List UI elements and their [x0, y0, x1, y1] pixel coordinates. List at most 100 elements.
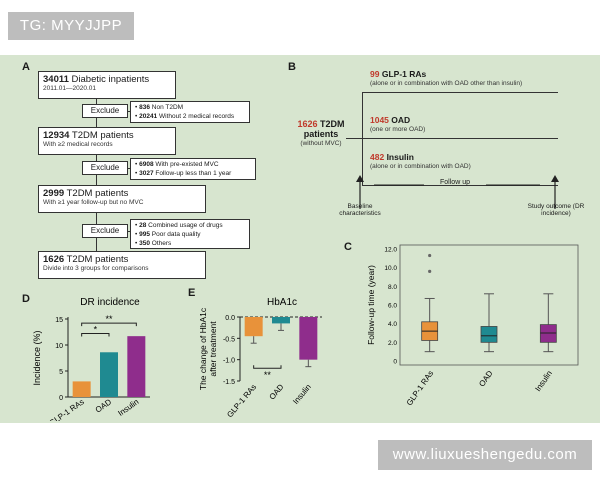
figure: A 34011 Diabetic inpatients 2011.01—2020… — [0, 55, 600, 423]
b-source-sub: (without MVC) — [300, 139, 342, 147]
b-group-2-sub: (one or more OAD) — [370, 125, 426, 133]
flow-box-3-count: 2999 — [43, 188, 65, 199]
b-branch-2 — [362, 138, 558, 139]
chart-e-ytick-label: -1.5 — [223, 379, 235, 386]
chart-c-ytick-label: 2.0 — [388, 340, 397, 347]
chart-d-sig-bracket — [81, 333, 110, 337]
chart-c-box — [480, 326, 498, 343]
chart-e-ylabel-line1: The change of HbA1c — [198, 307, 208, 390]
b-followup-label: Follow up — [440, 179, 470, 186]
excl-1-2-text: Without 2 medical records — [158, 112, 235, 120]
flow-box-1-sub: 2011.01—2020.01 — [43, 85, 97, 93]
watermark-bottom: www.liuxueshengedu.com — [378, 440, 592, 470]
flow-box-2-title: T2DM patients — [71, 130, 134, 141]
b-group-3-sub: (alone or in combination with OAD) — [370, 162, 471, 170]
chart-e-ytick-label: -0.5 — [223, 336, 235, 343]
flow-box-3-title: T2DM patients — [66, 188, 129, 199]
chart-c-frame — [399, 244, 579, 366]
b-source-title2: patients — [303, 129, 339, 140]
excl-3-3-text: Others — [151, 239, 172, 247]
b-group-1: 99 GLP-1 RAs (alone or in combination wi… — [370, 69, 522, 87]
flow-box-3-sub: With ≥1 year follow-up but no MVC — [43, 199, 144, 207]
chart-d-ytick-label: 15 — [55, 317, 63, 324]
chart-d-xtick-label: GLP-1 RAs — [48, 397, 86, 421]
chart-e-ylabel-line2: after treatment — [208, 321, 218, 377]
chart-d-xtick-label: Insulin — [116, 397, 140, 418]
chart-d-sig-bracket — [81, 322, 137, 327]
excl-2-1-n: 6908 — [139, 161, 154, 168]
chart-d-title: DR incidence — [80, 297, 140, 308]
chart-c-ytick-label: 12.0 — [384, 247, 397, 254]
flow-box-3: 2999 T2DM patients With ≥1 year follow-u… — [38, 185, 206, 213]
flow-box-4-sub: Divide into 3 groups for comparisons — [43, 265, 149, 273]
panel-b-source: 1626 T2DM patients (without MVC) — [286, 119, 356, 147]
b-baseline-label: Baseline characteristics — [339, 203, 381, 218]
flow-box-1-count: 34011 — [43, 74, 69, 85]
chart-d-ylabel: Incidence (%) — [32, 330, 42, 385]
chart-e-bar — [272, 317, 290, 324]
b-group-3: 482 Insulin (alone or in combination wit… — [370, 152, 471, 170]
excl-2-2-text: Follow-up less than 1 year — [155, 169, 232, 177]
b-outcome-arrowhead — [551, 175, 559, 182]
excl-2-1-text: With pre-existed MVC — [155, 161, 219, 168]
b-group-3-name: Insulin — [386, 152, 414, 162]
chart-c-xtick-label: Insulin — [533, 369, 554, 393]
excl-3-1-text: Combined usage of drugs — [148, 222, 223, 229]
panel-b-label: B — [288, 61, 296, 73]
chart-d: DR incidence Incidence (%) 0 5 10 15 GLP-1 RAs… — [32, 297, 150, 421]
chart-e-ytick-label: -1.0 — [223, 358, 235, 365]
chart-e-xtick-label: OAD — [267, 382, 285, 401]
b-group-2: 1045 OAD (one or more OAD) — [370, 115, 426, 133]
excl-3-1-n: 28 — [139, 222, 147, 229]
chart-e-bar — [299, 317, 318, 360]
panel-d-label: D — [22, 293, 30, 305]
exclude-box-3: • 28 Combined usage of drugs • 995 Poor … — [130, 219, 250, 249]
exclude-label-3: Exclude — [82, 224, 128, 238]
chart-c-xtick-label: GLP-1 RAs — [405, 369, 436, 407]
excl-1-2-n: 20241 — [139, 112, 158, 120]
chart-c-ytick-label: 4.0 — [388, 321, 397, 328]
b-baseline-arrowhead — [356, 175, 364, 182]
exclude-label-2: Exclude — [82, 161, 128, 175]
b-group-1-count: 99 — [370, 69, 380, 79]
chart-c-outlier — [428, 269, 432, 273]
b-timeline — [356, 175, 559, 209]
b-group-1-name: GLP-1 RAs — [381, 69, 427, 79]
flow-box-4-title: T2DM patients — [66, 254, 129, 265]
flow-box-4: 1626 T2DM patients Divide into 3 groups … — [38, 251, 206, 279]
chart-d-xtick-label: OAD — [94, 397, 114, 414]
b-outcome-label: Study outcome (DR incidence) — [527, 203, 585, 218]
chart-e-bar — [244, 317, 263, 337]
excl-1-1-text: Non T2DM — [151, 104, 184, 111]
excl-3-2-n: 995 — [139, 230, 150, 238]
chart-d-ytick-label: 5 — [59, 369, 63, 376]
b-branch-3 — [362, 185, 558, 186]
flow-box-4-count: 1626 — [43, 254, 65, 265]
chart-d-sig-mark: ** — [105, 314, 113, 324]
panel-a-label: A — [22, 61, 30, 73]
chart-e-ytick-label: 0.0 — [225, 315, 235, 322]
chart-e-title: HbA1c — [267, 297, 297, 308]
b-group-2-count: 1045 — [370, 115, 389, 125]
flow-box-1: 34011 Diabetic inpatients 2011.01—2020.0… — [38, 71, 176, 99]
panel-e-label: E — [188, 287, 196, 299]
exclude-label-1: Exclude — [82, 104, 128, 118]
chart-d-bar — [72, 381, 91, 397]
exclude-box-1: • 836 Non T2DM • 20241 Without 2 medical… — [130, 101, 250, 123]
chart-c-ytick-label: 10.0 — [384, 265, 397, 272]
b-group-3-count: 482 — [370, 152, 385, 162]
chart-c-ytick-label: 0 — [393, 359, 397, 366]
chart-d-bar — [127, 336, 146, 397]
chart-c-ytick-label: 6.0 — [388, 303, 397, 310]
chart-e: HbA1c The change of HbA1c after treatment 0… — [198, 297, 322, 420]
chart-e-xtick-label: GLP-1 RAs — [225, 383, 258, 420]
chart-e-xtick-label: Insulin — [291, 383, 313, 406]
chart-e-sig-bracket — [253, 365, 282, 369]
chart-d-sig-mark: * — [94, 325, 98, 335]
chart-e-sig-mark: ** — [264, 370, 272, 380]
excl-3-2-text: Poor data quality — [151, 230, 201, 238]
chart-c: Follow-up time (year) 0 2.0 4.0 6.0 8.0 10.0 12… — [366, 244, 579, 407]
flow-box-2-sub: With ≥2 medical records — [43, 141, 113, 149]
chart-c-ylabel: Follow-up time (year) — [366, 265, 376, 345]
flow-box-2-count: 12934 — [43, 130, 70, 141]
